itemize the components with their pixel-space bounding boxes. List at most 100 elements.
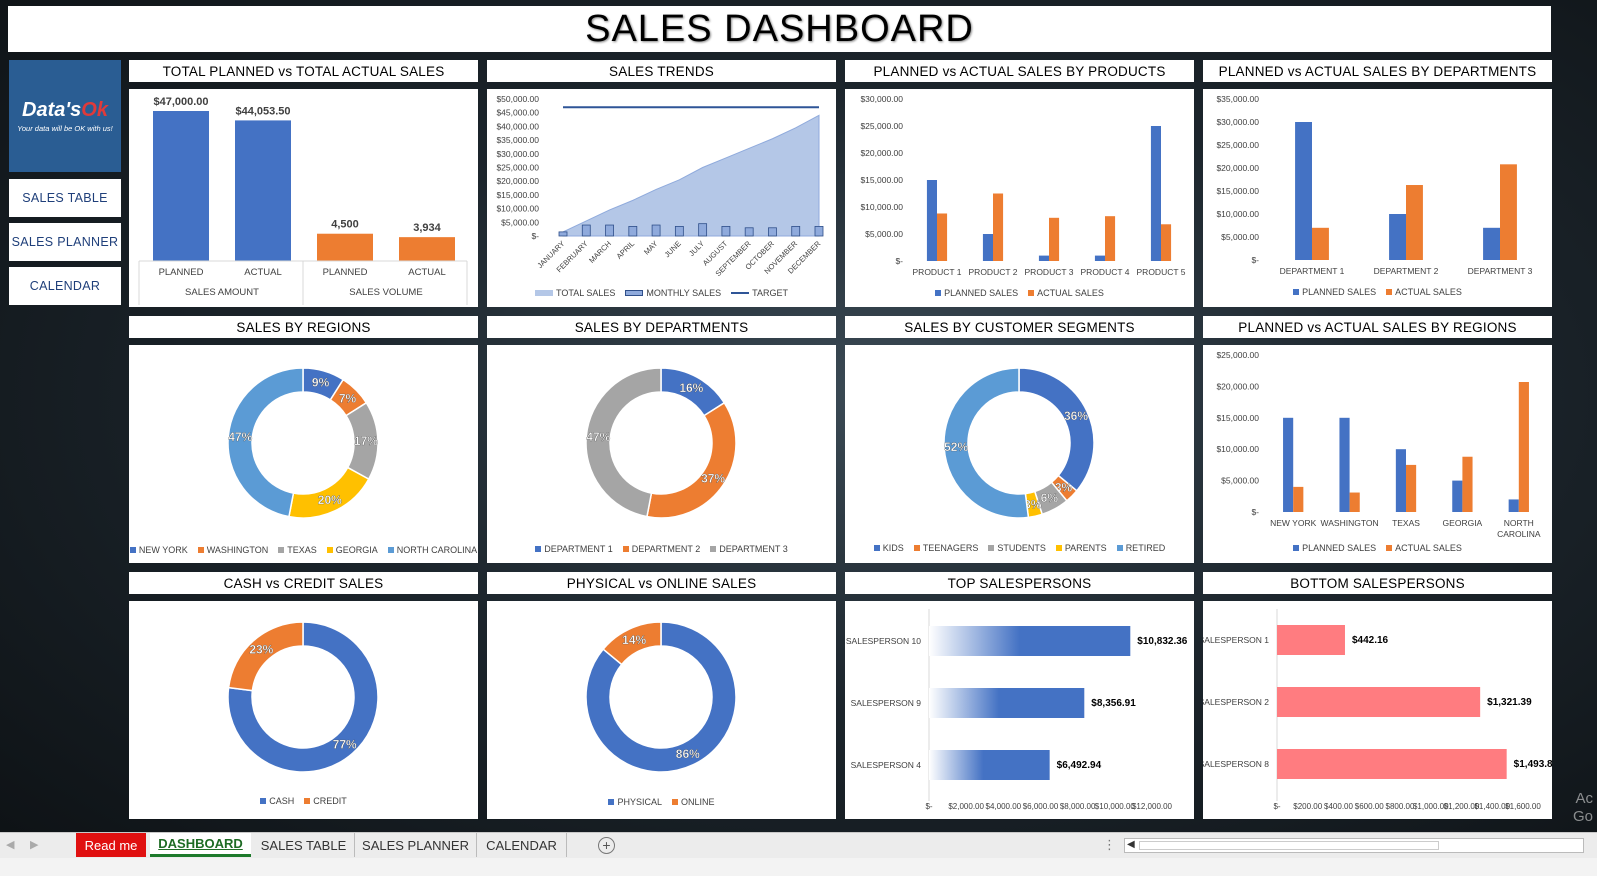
tab-sales-planner[interactable]: SALES PLANNER: [355, 833, 477, 857]
segments-legend: KIDS TEENAGERS STUDENTS PARENTS RETIRED: [845, 543, 1194, 553]
legend-swatch: [1293, 289, 1300, 295]
cash-legend: CASH CREDIT: [129, 796, 478, 806]
bar-planned: [1038, 255, 1049, 261]
bar-planned: [1508, 499, 1519, 512]
legend-swatch: [1116, 545, 1123, 551]
calendar-button[interactable]: CALENDAR: [9, 267, 121, 305]
panel-title-products: PLANNED vs ACTUAL SALES BY PRODUCTS: [845, 60, 1194, 82]
x-tick-label: $1,200.00: [1444, 802, 1480, 811]
legend-item: CASH: [260, 796, 294, 806]
legend-label: NEW YORK: [138, 545, 188, 555]
scroll-thumb[interactable]: [1139, 841, 1439, 850]
bottom-salespersons-panel[interactable]: SALESPERSON 1 $442.16 SALESPERSON 2 $1,321.…: [1203, 601, 1552, 819]
y-tick-label: $25,000.00: [1216, 350, 1259, 360]
x-tick-label: $-: [1273, 802, 1280, 811]
bar-actual: [1406, 464, 1417, 512]
slice-label: 47%: [228, 430, 252, 444]
legend-swatch: [129, 547, 136, 553]
slice-retired: [943, 367, 1030, 519]
y-tick-label: $30,000.00: [496, 149, 539, 159]
tab-dashboard[interactable]: DASHBOARD: [150, 833, 251, 857]
regions-bar-panel[interactable]: $25,000.00 $20,000.00 $15,000.00 $10,000.00…: [1203, 345, 1552, 563]
legend-item: ACTUAL SALES: [1386, 543, 1462, 553]
legend-label: MONTHLY SALES: [646, 288, 722, 298]
tab-splitter-icon[interactable]: ⋮: [1103, 837, 1116, 852]
category-label: SALESPERSON 9: [851, 698, 922, 708]
legend-label: ACTUAL SALES: [1395, 287, 1462, 297]
legend-label: TOTAL SALES: [556, 288, 616, 298]
legend-swatch: [1293, 545, 1300, 551]
legend-label: CASH: [269, 796, 295, 806]
total-chart-svg: $47,000.00 PLANNED $44,053.50 ACTUAL SALES A…: [138, 96, 468, 305]
add-sheet-icon[interactable]: +: [598, 837, 615, 854]
legend-item: DEPARTMENT 1: [535, 544, 613, 554]
x-tick-label: DEPARTMENT 1: [1280, 266, 1345, 276]
y-tick-label: $-: [1251, 255, 1259, 265]
physical-donut-panel[interactable]: 86% 14% PHYSICAL ONLINE: [487, 601, 836, 819]
segments-donut-panel[interactable]: 36% 3% 6% 3% 52% KIDS TEENAGERS STUDENTS PARENTS…: [845, 345, 1194, 563]
slice-label: 16%: [679, 381, 703, 395]
tab-scroll-left-icon[interactable]: ◀: [6, 839, 15, 851]
data-label: $1,321.39: [1487, 697, 1532, 708]
bar-actual: [993, 193, 1004, 261]
data-label: $1,493.81: [1514, 759, 1552, 770]
bar-planned: [1389, 214, 1406, 260]
x-tick-label: NORTH CAROLINA: [1497, 518, 1541, 539]
bar-salesperson: [929, 688, 1085, 718]
regions-donut-panel[interactable]: 9% 7% 17% 20% 47% NEW YORK WASHINGTON TEXAS GEOR…: [129, 345, 478, 563]
products-chart-panel[interactable]: $30,000.00 $25,000.00 $20,000.00 $15,000.00…: [845, 89, 1194, 307]
x-tick-label: MAY: [642, 239, 659, 256]
tab-scroll-right-icon[interactable]: ▶: [30, 839, 39, 851]
legend-swatch: [387, 547, 394, 553]
sheet-tabs-bar: ◀ ▶ Read me DASHBOARD SALES TABLE SALES …: [0, 832, 1597, 858]
monthly-sales-bar: [651, 224, 661, 237]
legend-label: DEPARTMENT 2: [631, 544, 701, 554]
departments-chart-panel[interactable]: $35,000.00 $30,000.00 $25,000.00 $20,000.00…: [1203, 89, 1552, 307]
trends-chart-panel[interactable]: $50,000.00 $45,000.00 $40,000.00 $35,000.00…: [487, 89, 836, 307]
data-label: $6,492.94: [1057, 760, 1102, 771]
y-tick-label: $45,000.00: [496, 108, 539, 118]
cash-donut-panel[interactable]: 77% 23% CASH CREDIT: [129, 601, 478, 819]
x-tick-label: $2,000.00: [948, 802, 984, 811]
y-tick-label: $10,000.00: [496, 204, 539, 214]
y-tick-label: $15,000.00: [1216, 413, 1259, 423]
data-label: $8,356.91: [1091, 698, 1136, 709]
panel-title-regions-donut: SALES BY REGIONS: [129, 316, 478, 338]
depts-donut-panel[interactable]: 16% 37% 47% DEPARTMENT 1 DEPARTMENT 2 DEPARTM…: [487, 345, 836, 563]
x-tick-word: NORTH: [1504, 518, 1534, 528]
horizontal-scrollbar[interactable]: ◀: [1124, 838, 1584, 853]
legend-item: MONTHLY SALES: [625, 288, 721, 298]
sales-table-button[interactable]: SALES TABLE: [9, 179, 121, 217]
y-tick-label: $25,000.00: [860, 121, 903, 131]
legend-label: DEPARTMENT 3: [719, 544, 788, 554]
legend-item: NEW YORK: [129, 545, 188, 555]
tab-calendar[interactable]: CALENDAR: [477, 833, 567, 857]
x-tick-label: $800.00: [1386, 802, 1415, 811]
legend-item: CREDIT: [304, 796, 347, 806]
bar-actual: [1105, 216, 1116, 261]
sales-planner-button[interactable]: SALES PLANNER: [9, 223, 121, 261]
top-salespersons-panel[interactable]: SALESPERSON 10 $10,832.36 SALESPERSON 9 $8,…: [845, 601, 1194, 819]
legend-swatch: [326, 547, 333, 553]
total-chart-panel[interactable]: $47,000.00 PLANNED $44,053.50 ACTUAL SALES A…: [129, 89, 478, 307]
y-tick-label: $20,000.00: [860, 148, 903, 158]
bar-planned: [1339, 417, 1350, 512]
x-tick-label: PRODUCT 1: [913, 267, 962, 277]
panel-title-segments: SALES BY CUSTOMER SEGMENTS: [845, 316, 1194, 338]
legend-label: RETIRED: [1125, 543, 1166, 553]
tab-sales-table[interactable]: SALES TABLE: [253, 833, 355, 857]
monthly-sales-bar: [581, 224, 591, 237]
bar-actual: [1049, 217, 1060, 261]
monthly-sales-bar: [558, 231, 568, 237]
scroll-left-icon[interactable]: ◀: [1127, 839, 1135, 850]
legend-item: ACTUAL SALES: [1386, 287, 1462, 297]
legend-label: PLANNED SALES: [944, 288, 1019, 298]
logo-tagline: Your data will be OK with us!: [17, 124, 113, 133]
legend-label: DEPARTMENT 1: [544, 544, 613, 554]
tab-readme[interactable]: Read me: [76, 833, 146, 857]
legend-label: PARENTS: [1064, 543, 1107, 553]
cash-chart-svg: 77% 23%: [227, 621, 379, 773]
trends-chart-svg: $50,000.00 $45,000.00 $40,000.00 $35,000.00…: [496, 94, 824, 278]
legend-item: DEPARTMENT 3: [710, 544, 788, 554]
x-tick-label: $12,000.00: [1132, 802, 1173, 811]
